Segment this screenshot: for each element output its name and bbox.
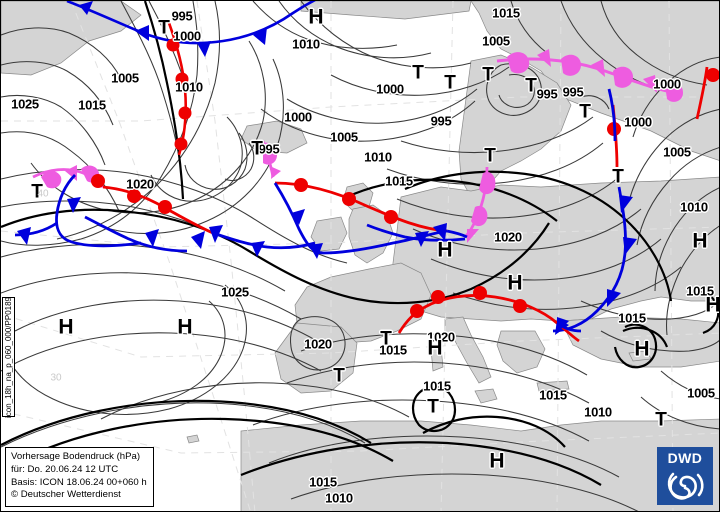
high-centre-label-20: H bbox=[705, 293, 720, 317]
alps-cold-front-link bbox=[556, 317, 582, 333]
legend-copyright: © Deutscher Wetterdienst bbox=[11, 489, 121, 501]
isobar-label-995-9: 995 bbox=[258, 141, 280, 157]
high-centre-label-1: H bbox=[308, 5, 324, 29]
isobar-label-1015-28: 1015 bbox=[618, 310, 646, 326]
isobar-label-1000-7: 1000 bbox=[284, 109, 312, 125]
low-centre-label-0: T bbox=[158, 17, 170, 39]
isobar-label-1010-32: 1010 bbox=[584, 404, 612, 420]
low-centre-label-16: T bbox=[333, 365, 345, 387]
poland-warm-segment bbox=[465, 239, 497, 263]
isobar-label-1010-6: 1010 bbox=[292, 36, 320, 52]
low-centre-label-5: T bbox=[525, 75, 537, 97]
isobar-label-1010-21: 1010 bbox=[680, 199, 708, 215]
high-centre-label-14: H bbox=[58, 315, 74, 339]
dwd-logo-text: DWD bbox=[667, 450, 703, 466]
graticule-label-0: 40 bbox=[37, 188, 49, 200]
low-centre-label-7: T bbox=[612, 166, 624, 188]
low-centre-label-4: T bbox=[482, 64, 494, 86]
isobar-label-1010-35: 1010 bbox=[325, 490, 353, 506]
product-id-text: icon_18h_na_p_060_000/PP0189 bbox=[4, 296, 13, 418]
high-centre-label-15: H bbox=[177, 315, 193, 339]
isobar-label-1020-25: 1020 bbox=[304, 336, 332, 352]
isobar-label-1005-20: 1005 bbox=[663, 144, 691, 160]
high-centre-label-19: H bbox=[634, 337, 650, 361]
isobar-label-995-16: 995 bbox=[536, 86, 558, 102]
isobar-label-1015-26: 1015 bbox=[379, 342, 407, 358]
isobar-label-995-15: 995 bbox=[430, 113, 452, 129]
east-warm-front bbox=[695, 66, 719, 120]
isobar-label-1025-4: 1025 bbox=[11, 96, 39, 112]
isobar-label-1000-19: 1000 bbox=[624, 114, 652, 130]
low-centre-label-23: T bbox=[655, 409, 667, 431]
high-centre-label-18: H bbox=[427, 336, 443, 360]
isobar-label-1020-27: 1020 bbox=[427, 329, 455, 345]
legend-box: Vorhersage Bodendruck (hPa) für: Do. 20.… bbox=[5, 447, 154, 507]
legend-model-basis: Basis: ICON 18.06.24 00+060 h bbox=[11, 476, 147, 488]
low-centre-label-3: T bbox=[444, 72, 456, 94]
high-centre-label-13: H bbox=[692, 229, 708, 253]
isobar-label-1020-22: 1020 bbox=[494, 229, 522, 245]
north-sea-cold-front bbox=[446, 229, 468, 239]
azores-cold-front bbox=[14, 174, 142, 248]
atlantic-warm-front-north bbox=[166, 22, 192, 156]
isobar-label-1000-14: 1000 bbox=[376, 81, 404, 97]
low-centre-label-9: T bbox=[31, 181, 43, 203]
legend-valid-time: für: Do. 20.06.24 12 UTC bbox=[11, 464, 119, 476]
low-centre-label-21: T bbox=[427, 396, 439, 418]
atlantic-trailing-cold-front bbox=[84, 215, 205, 253]
dwd-logo: DWD bbox=[657, 447, 713, 505]
high-centre-label-22: H bbox=[489, 449, 505, 473]
isobars-thick bbox=[1, 1, 719, 486]
poland-occluded-front bbox=[463, 166, 496, 243]
isobar-label-995-17: 995 bbox=[562, 84, 584, 100]
isobar-label-1015-34: 1015 bbox=[309, 474, 337, 490]
high-centre-label-12: H bbox=[507, 271, 523, 295]
isobar-label-1015-30: 1015 bbox=[423, 378, 451, 394]
low-centre-label-8: T bbox=[251, 138, 263, 160]
alps-warm-front bbox=[397, 286, 580, 343]
product-id-tag: icon_18h_na_p_060_000/PP0189 bbox=[2, 296, 15, 418]
isobar-label-1010-3: 1010 bbox=[175, 79, 203, 95]
central-low-occluded-front bbox=[261, 140, 281, 179]
graticule-label-1: 30 bbox=[50, 372, 62, 384]
isobar-label-1005-33: 1005 bbox=[687, 385, 715, 401]
isobar-label-1025-24: 1025 bbox=[221, 284, 249, 300]
isobar-label-1005-13: 1005 bbox=[482, 33, 510, 49]
uk-warm-front bbox=[274, 178, 448, 233]
poland-cold-front bbox=[366, 223, 466, 247]
isobar-label-1015-29: 1015 bbox=[686, 283, 714, 299]
isobar-label-1015-31: 1015 bbox=[539, 387, 567, 403]
legend-title: Vorhersage Bodendruck (hPa) bbox=[11, 451, 141, 463]
dwd-spiral-icon bbox=[667, 472, 704, 500]
isobar-label-995-0: 995 bbox=[171, 8, 193, 24]
low-centre-label-10: T bbox=[484, 145, 496, 167]
low-centre-label-17: T bbox=[380, 328, 392, 350]
low-centre-label-2: T bbox=[412, 62, 424, 84]
isobar-label-1015-11: 1015 bbox=[385, 173, 413, 189]
isobar-label-1015-5: 1015 bbox=[78, 97, 106, 113]
east-europe-cold-front bbox=[552, 88, 637, 335]
uk-cold-front bbox=[273, 182, 448, 259]
isobar-label-1020-23: 1020 bbox=[126, 176, 154, 192]
isobar-label-1015-12: 1015 bbox=[492, 5, 520, 21]
isobar-label-1005-2: 1005 bbox=[111, 70, 139, 86]
azores-warm-front bbox=[91, 174, 214, 235]
isobar-label-1000-18: 1000 bbox=[653, 76, 681, 92]
scandinavia-occluded-front bbox=[496, 49, 683, 102]
low-centre-label-6: T bbox=[579, 101, 591, 123]
isobar-label-1005-8: 1005 bbox=[330, 129, 358, 145]
isobar-label-1010-10: 1010 bbox=[364, 149, 392, 165]
high-centre-label-11: H bbox=[437, 238, 453, 262]
isobar-label-1000-1: 1000 bbox=[173, 28, 201, 44]
atlantic-cold-front-north bbox=[66, 1, 316, 57]
azores-east-cold-front bbox=[209, 225, 316, 257]
